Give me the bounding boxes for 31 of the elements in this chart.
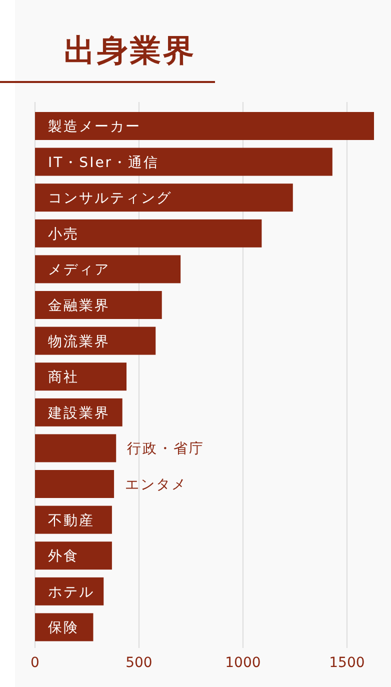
- y-tick-label: エンタメ: [125, 477, 188, 493]
- bar: [35, 148, 332, 176]
- bar: [35, 542, 112, 570]
- bar: [35, 219, 262, 248]
- x-tick-label: 1500: [329, 655, 365, 671]
- x-tick-label: 0: [30, 655, 40, 671]
- y-tick-label: 不動産: [48, 512, 94, 529]
- bar: [35, 434, 116, 462]
- y-tick-label: 商社: [48, 370, 79, 386]
- y-tick-label: 金融業界: [48, 298, 110, 314]
- bar: [35, 470, 114, 498]
- bar: [35, 291, 162, 319]
- y-tick-label: 行政・省庁: [127, 441, 205, 458]
- y-tick-label: 製造メーカー: [48, 119, 141, 135]
- bar: [35, 577, 104, 606]
- y-tick-label: 建設業界: [47, 405, 110, 422]
- bar: [35, 362, 127, 391]
- bar: [35, 255, 181, 284]
- x-tick-label: 1000: [225, 655, 261, 671]
- y-tick-label: 物流業界: [48, 334, 110, 350]
- bar: [35, 112, 374, 140]
- y-tick-label: コンサルティング: [48, 190, 172, 207]
- y-tick-label: IT・SIer・通信: [48, 154, 160, 171]
- chart-title: 出身業界: [64, 33, 196, 69]
- y-tick-label: 外食: [48, 548, 79, 565]
- y-tick-label: 保険: [48, 620, 79, 636]
- bar: [35, 184, 293, 212]
- y-tick-label: ホテル: [48, 584, 94, 600]
- y-tick-label: 小売: [48, 226, 79, 242]
- y-tick-label: メディア: [48, 262, 110, 278]
- x-tick-label: 500: [126, 655, 152, 671]
